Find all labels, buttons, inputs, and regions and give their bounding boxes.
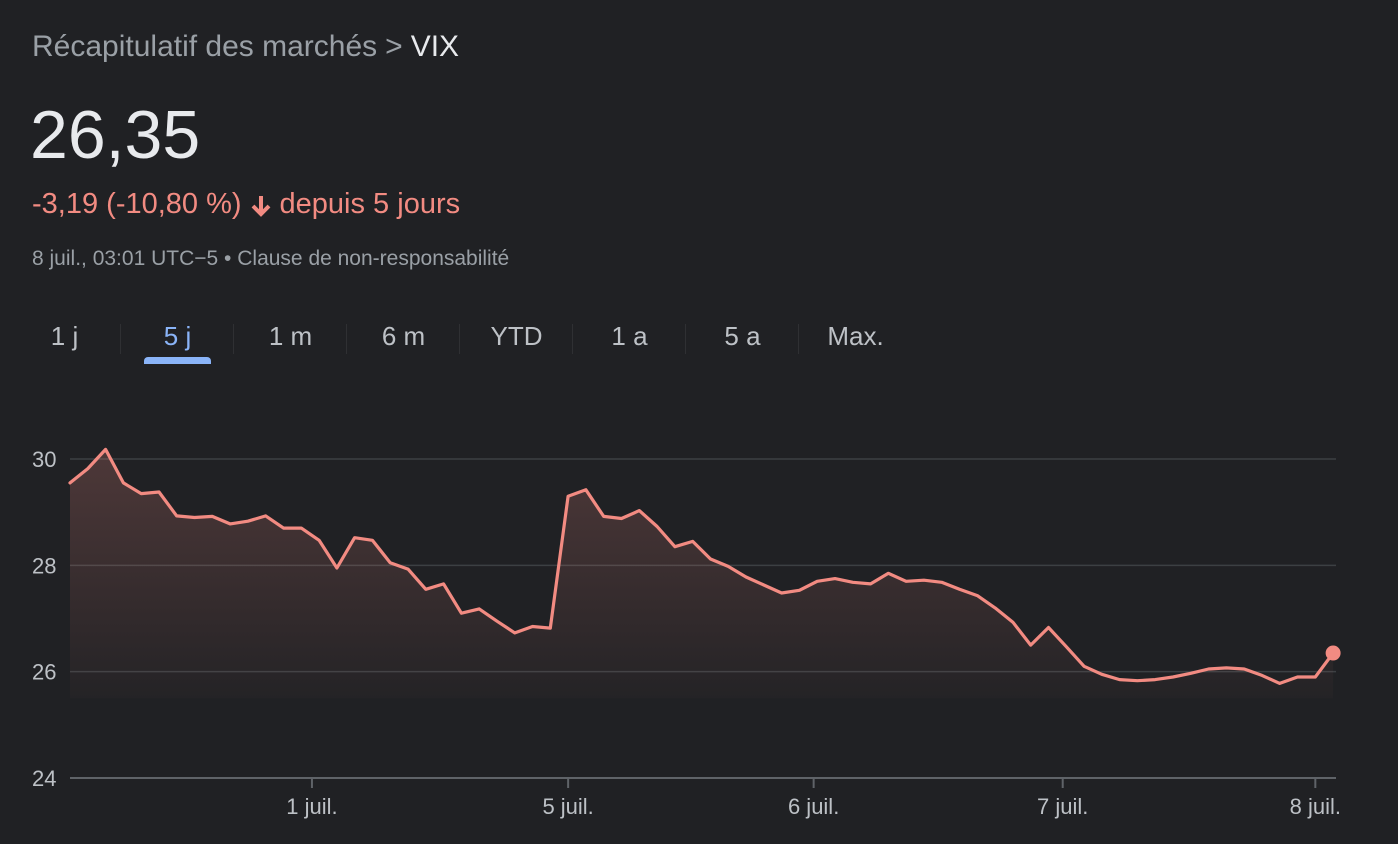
tab-1-month[interactable]: 1 m xyxy=(234,314,347,358)
price-change-value: -3,19 (-10,80 %) xyxy=(32,188,242,220)
y-tick-label: 24 xyxy=(32,766,56,791)
tab-divider xyxy=(233,324,234,354)
tab-label: 1 a xyxy=(611,321,648,351)
chart-area-layer xyxy=(70,449,1334,699)
chart-axis-labels: 30 28 26 24 1 juil. 5 juil. 6 juil. 7 juil. 8 ju… xyxy=(32,447,1341,819)
last-point-marker xyxy=(1325,645,1341,661)
tab-5-days[interactable]: 5 j xyxy=(121,314,234,364)
tab-max[interactable]: Max. xyxy=(799,314,912,358)
tab-divider xyxy=(120,324,121,354)
chart-line-layer xyxy=(68,447,1341,685)
tab-1-year[interactable]: 1 a xyxy=(573,314,686,358)
y-tick-label: 28 xyxy=(32,553,56,578)
time-range-tabs: 1 j 5 j 1 m 6 m YTD 1 a 5 a Max. xyxy=(8,314,912,370)
series-line xyxy=(68,447,1335,685)
tab-6-months[interactable]: 6 m xyxy=(347,314,460,358)
breadcrumb-current: VIX xyxy=(410,30,460,63)
tab-label: 5 j xyxy=(163,321,192,351)
y-tick-label: 30 xyxy=(32,447,56,472)
breadcrumb-parent-link[interactable]: Récapitulatif des marchés xyxy=(32,30,378,63)
tab-divider xyxy=(798,324,799,354)
tab-divider xyxy=(346,324,347,354)
tab-1-day[interactable]: 1 j xyxy=(8,314,121,358)
x-tick-label: 6 juil. xyxy=(788,794,839,819)
meta-bullet: • xyxy=(224,247,232,270)
breadcrumb-separator: > xyxy=(385,30,403,63)
x-tick-label: 5 juil. xyxy=(542,794,593,819)
active-tab-indicator xyxy=(144,357,211,364)
tab-ytd[interactable]: YTD xyxy=(460,314,573,358)
tab-label: 1 j xyxy=(50,321,79,351)
tab-label: 6 m xyxy=(381,321,426,351)
price-change: -3,19 (-10,80 %) depuis 5 jours xyxy=(32,188,460,221)
y-tick-label: 26 xyxy=(32,660,56,685)
current-price: 26,35 xyxy=(30,97,201,173)
price-change-period: depuis 5 jours xyxy=(279,188,461,220)
price-timestamp: 8 juil., 03:01 UTC−5 xyxy=(32,247,219,270)
price-meta: 8 juil., 03:01 UTC−5 • Clause de non-res… xyxy=(32,247,509,271)
price-chart[interactable]: 30 28 26 24 1 juil. 5 juil. 6 juil. 7 juil. 8 ju… xyxy=(0,390,1398,844)
tab-label: Max. xyxy=(827,321,884,351)
x-tick-label: 8 juil. xyxy=(1290,794,1341,819)
tab-5-years[interactable]: 5 a xyxy=(686,314,799,358)
tab-divider xyxy=(685,324,686,354)
tab-divider xyxy=(459,324,460,354)
disclaimer-link[interactable]: Clause de non-responsabilité xyxy=(237,247,510,270)
series-area xyxy=(70,449,1334,699)
tab-label: 1 m xyxy=(268,321,313,351)
arrow-down-icon xyxy=(250,193,272,217)
x-tick-label: 1 juil. xyxy=(286,794,337,819)
tab-label: 5 a xyxy=(724,321,761,351)
x-tick-label: 7 juil. xyxy=(1037,794,1088,819)
breadcrumb: Récapitulatif des marchés > VIX xyxy=(32,30,459,64)
tab-label: YTD xyxy=(490,321,543,351)
tab-divider xyxy=(572,324,573,354)
